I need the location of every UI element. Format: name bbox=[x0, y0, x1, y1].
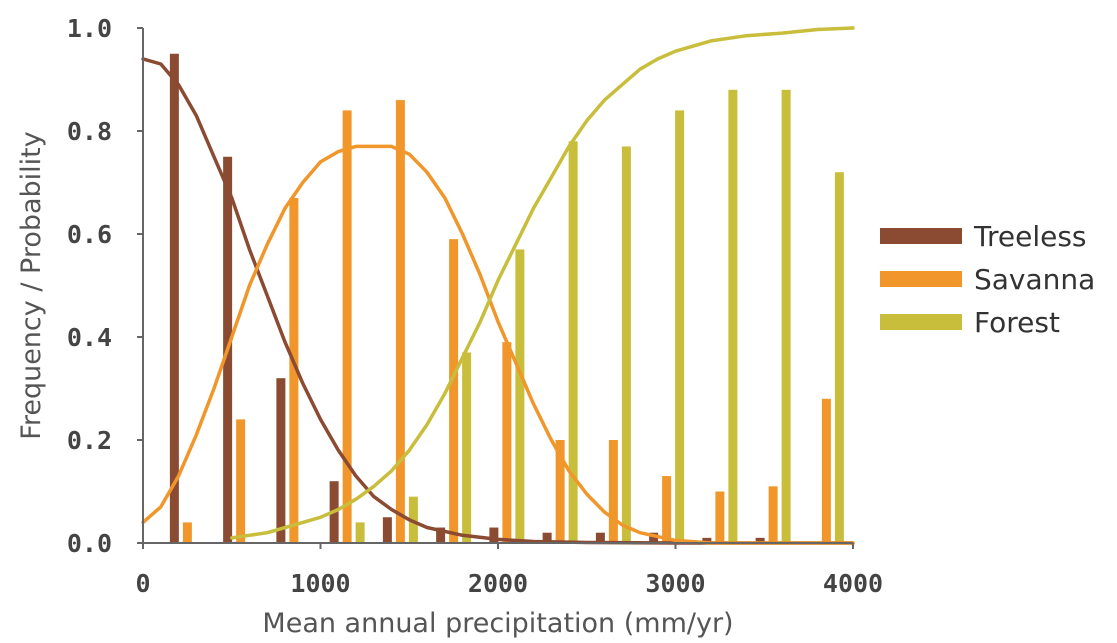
forest-bar bbox=[621, 146, 631, 543]
savanna-legend-label: Savanna bbox=[974, 263, 1095, 296]
forest-curve bbox=[230, 26, 855, 540]
y-tick-label: 0.4 bbox=[67, 323, 112, 352]
ticks-layer: 0 1000 2000 3000 4000 0.0 0.2 0.4 0.6 0.8 1.0 bbox=[67, 14, 883, 598]
forest-legend-label: Forest bbox=[974, 306, 1060, 339]
savanna-bar bbox=[715, 491, 725, 543]
savanna-bar bbox=[821, 398, 831, 543]
savanna-bar bbox=[342, 110, 352, 544]
forest-bar bbox=[675, 110, 685, 544]
savanna-bar bbox=[608, 440, 618, 543]
y-tick-label: 0.8 bbox=[67, 117, 112, 146]
forest-bar bbox=[515, 249, 525, 543]
x-tick-label: 2000 bbox=[468, 569, 528, 598]
savanna-legend-swatch bbox=[880, 271, 962, 287]
x-tick-label: 4000 bbox=[823, 569, 883, 598]
forest-bar bbox=[728, 89, 738, 544]
forest-bar bbox=[781, 89, 791, 544]
savanna-bar bbox=[236, 419, 246, 543]
savanna-bar bbox=[449, 239, 459, 543]
savanna-bar bbox=[502, 342, 512, 543]
savanna-bar bbox=[182, 522, 192, 543]
treeless-bar bbox=[702, 537, 712, 543]
treeless-bar bbox=[382, 517, 392, 543]
treeless-bar bbox=[649, 532, 659, 543]
savanna-curve bbox=[141, 144, 855, 545]
y-tick-label: 0.0 bbox=[67, 529, 112, 558]
curves-layer bbox=[141, 26, 855, 545]
savanna-bar bbox=[395, 100, 405, 543]
savanna-bar bbox=[555, 440, 565, 543]
treeless-bar bbox=[169, 53, 179, 543]
forest-bar bbox=[568, 141, 578, 544]
savanna-bar bbox=[768, 486, 778, 543]
x-tick-label: 1000 bbox=[290, 569, 350, 598]
treeless-bar bbox=[436, 527, 446, 543]
y-axis-title: Frequency / Probability bbox=[16, 131, 47, 439]
treeless-bar bbox=[755, 537, 765, 543]
x-tick-label: 3000 bbox=[645, 569, 705, 598]
savanna-bar bbox=[289, 197, 299, 543]
forest-bar bbox=[462, 352, 472, 543]
legend: Treeless Savanna Forest bbox=[880, 220, 1095, 339]
bars-layer bbox=[169, 53, 844, 544]
forest-legend-swatch bbox=[880, 314, 962, 330]
y-tick-label: 1.0 bbox=[67, 14, 112, 43]
y-tick-label: 0.2 bbox=[67, 426, 112, 455]
treeless-legend-swatch bbox=[880, 228, 962, 244]
treeless-bar bbox=[542, 532, 552, 543]
treeless-legend-label: Treeless bbox=[973, 220, 1087, 253]
treeless-bar bbox=[595, 532, 605, 543]
treeless-bar bbox=[489, 527, 499, 543]
y-tick-label: 0.6 bbox=[67, 220, 112, 249]
treeless-curve bbox=[141, 57, 855, 545]
x-axis-title: Mean annual precipitation (mm/yr) bbox=[262, 608, 733, 639]
savanna-bar bbox=[662, 476, 672, 543]
x-tick-label: 0 bbox=[135, 569, 150, 598]
treeless-bar bbox=[276, 378, 286, 543]
forest-bar bbox=[834, 172, 844, 543]
forest-bar bbox=[355, 522, 365, 543]
